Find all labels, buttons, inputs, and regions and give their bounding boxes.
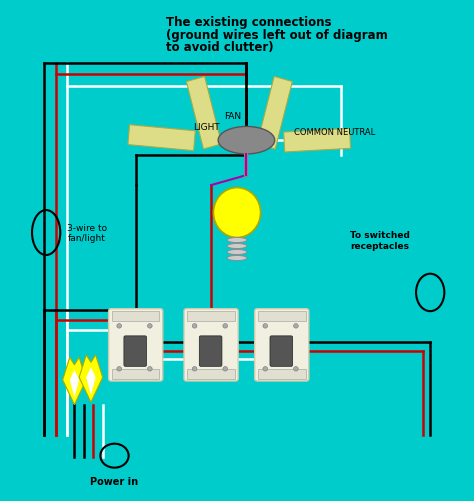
Ellipse shape xyxy=(117,367,121,371)
Ellipse shape xyxy=(147,324,152,329)
Polygon shape xyxy=(86,368,96,395)
Ellipse shape xyxy=(293,367,298,371)
Ellipse shape xyxy=(213,188,261,238)
Text: to avoid clutter): to avoid clutter) xyxy=(166,41,274,54)
Polygon shape xyxy=(128,125,195,151)
Ellipse shape xyxy=(227,256,247,261)
Ellipse shape xyxy=(227,244,247,249)
Ellipse shape xyxy=(263,367,268,371)
Text: To switched
receptacles: To switched receptacles xyxy=(350,231,410,250)
Ellipse shape xyxy=(192,367,197,371)
Ellipse shape xyxy=(223,324,228,329)
Bar xyxy=(258,369,306,379)
Polygon shape xyxy=(70,370,79,397)
Ellipse shape xyxy=(227,250,247,255)
FancyBboxPatch shape xyxy=(270,336,292,367)
Text: COMMON NEUTRAL: COMMON NEUTRAL xyxy=(293,128,375,137)
FancyBboxPatch shape xyxy=(109,309,163,381)
Text: The existing connections: The existing connections xyxy=(166,17,332,29)
Polygon shape xyxy=(186,77,222,150)
Text: Power in: Power in xyxy=(91,475,138,485)
Text: LIGHT: LIGHT xyxy=(193,123,220,132)
Ellipse shape xyxy=(227,238,247,243)
Polygon shape xyxy=(283,129,351,153)
Ellipse shape xyxy=(218,127,275,155)
Bar xyxy=(258,312,306,322)
Text: (ground wires left out of diagram: (ground wires left out of diagram xyxy=(166,29,388,42)
Bar xyxy=(187,312,235,322)
Bar xyxy=(112,312,159,322)
Ellipse shape xyxy=(117,324,121,329)
Bar xyxy=(187,369,235,379)
FancyBboxPatch shape xyxy=(124,336,146,367)
Bar xyxy=(112,369,159,379)
Text: FAN: FAN xyxy=(224,112,241,120)
Polygon shape xyxy=(257,77,292,150)
Ellipse shape xyxy=(293,324,298,329)
Text: 3-wire to
fan/light: 3-wire to fan/light xyxy=(67,223,108,243)
Polygon shape xyxy=(63,358,86,405)
Ellipse shape xyxy=(147,367,152,371)
FancyBboxPatch shape xyxy=(199,336,222,367)
Ellipse shape xyxy=(263,324,268,329)
Polygon shape xyxy=(79,355,103,402)
FancyBboxPatch shape xyxy=(184,309,238,381)
Ellipse shape xyxy=(192,324,197,329)
FancyBboxPatch shape xyxy=(255,309,309,381)
Ellipse shape xyxy=(223,367,228,371)
